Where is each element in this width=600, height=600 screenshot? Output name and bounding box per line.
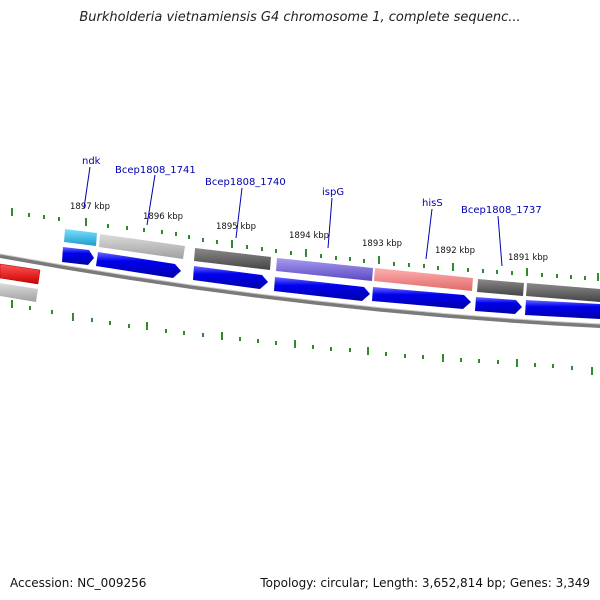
- kbp-label-1896: 1896 kbp: [143, 212, 183, 222]
- cds-arrow-2[interactable]: [96, 252, 181, 278]
- cds-arrow-3[interactable]: [193, 266, 268, 289]
- cds-arrow-7[interactable]: [525, 300, 600, 319]
- kbp-label-1894: 1894 kbp: [289, 231, 329, 241]
- gene-block-ispG[interactable]: [276, 258, 373, 281]
- kbp-label-1892: 1892 kbp: [435, 246, 475, 256]
- chromosome-backbone-highlight: [0, 253, 600, 325]
- gene-block-bcep1808-1737[interactable]: [477, 279, 524, 296]
- gene-block-grey-right[interactable]: [526, 283, 600, 302]
- gene-block-bcep1808-1740[interactable]: [194, 248, 271, 270]
- cds-arrow-1[interactable]: [62, 247, 94, 265]
- outer-tick-row: [11, 208, 599, 281]
- gene-label-bcep1808-1741[interactable]: Bcep1808_1741: [115, 165, 196, 176]
- gene-block-ndk[interactable]: [64, 229, 97, 246]
- gene-label-ispG[interactable]: ispG: [322, 187, 344, 198]
- inner-tick-row: [11, 300, 593, 375]
- gene-block-red[interactable]: [0, 263, 41, 285]
- cds-arrow-5[interactable]: [372, 287, 471, 309]
- kbp-label-1895: 1895 kbp: [216, 222, 256, 232]
- genome-stats-text: Topology: circular; Length: 3,652,814 bp…: [260, 576, 590, 590]
- gene-label-bcep1808-1737[interactable]: Bcep1808_1737: [461, 205, 542, 216]
- cds-arrow-6[interactable]: [475, 297, 522, 314]
- map-title: Burkholderia vietnamiensis G4 chromosome…: [79, 10, 521, 25]
- kbp-label-1897: 1897 kbp: [70, 202, 110, 212]
- kbp-label-1893: 1893 kbp: [362, 239, 402, 249]
- gene-label-ndk[interactable]: ndk: [82, 156, 101, 167]
- chromosome-backbone: [0, 254, 600, 328]
- kbp-label-1891: 1891 kbp: [508, 253, 548, 263]
- gene-label-bcep1808-1740[interactable]: Bcep1808_1740: [205, 177, 286, 188]
- accession-text: Accession: NC_009256: [10, 576, 147, 590]
- gene-label-hisS[interactable]: hisS: [422, 198, 443, 209]
- gene-block-grey-left[interactable]: [0, 283, 38, 302]
- gene-block-bcep1808-1741[interactable]: [99, 234, 185, 259]
- gene-block-hisS[interactable]: [374, 268, 473, 291]
- cds-arrow-4[interactable]: [274, 277, 370, 301]
- gene-leader-lines: [83, 166, 503, 267]
